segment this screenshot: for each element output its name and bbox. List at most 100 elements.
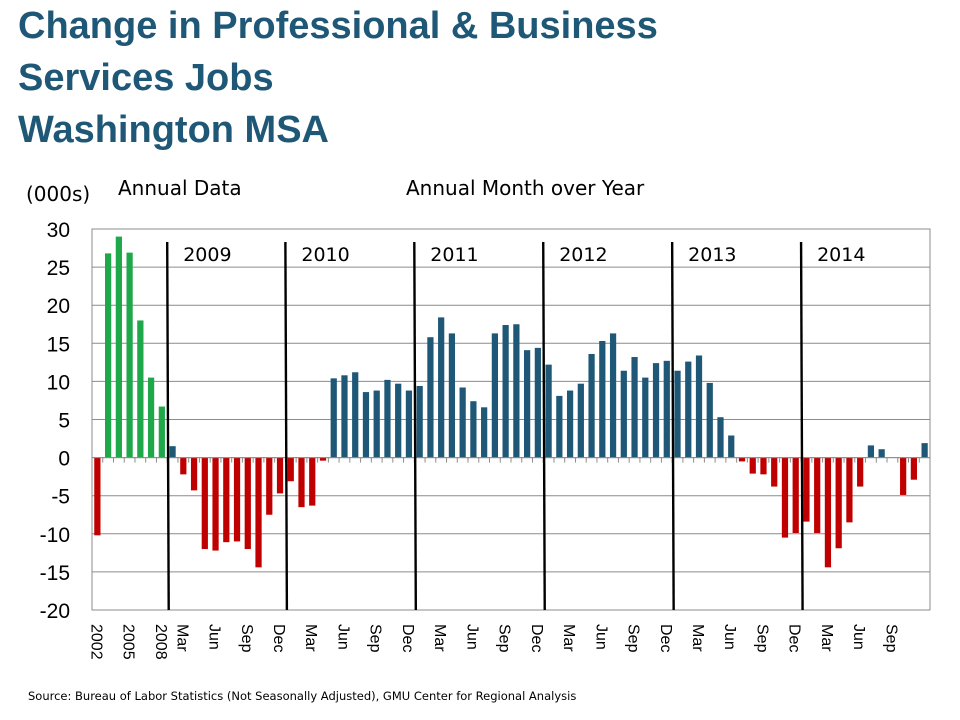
bar <box>814 457 821 534</box>
bar <box>201 457 208 550</box>
bar <box>352 372 359 458</box>
bar <box>180 457 187 475</box>
bar <box>438 317 445 458</box>
x-tick-label: Mar <box>818 624 835 652</box>
source-note: Source: Bureau of Labor Statistics (Not … <box>28 689 577 703</box>
bar <box>717 417 724 458</box>
x-tick-label: Jun <box>721 624 738 650</box>
chart-title-line-1: Change in Professional & Business <box>18 5 658 47</box>
bar <box>513 324 520 458</box>
bar <box>190 457 198 491</box>
bar <box>674 370 681 458</box>
x-tick-label: Dec <box>399 624 416 652</box>
bar <box>362 392 370 458</box>
bar <box>738 457 746 462</box>
y-tick-label: 30 <box>47 219 70 242</box>
bar <box>309 457 316 506</box>
x-tick-label: Jun <box>850 624 867 650</box>
x-tick-label: Sep <box>625 624 642 653</box>
plot-frame <box>91 228 931 611</box>
x-tick-label: Jun <box>463 624 480 650</box>
bar <box>298 457 305 508</box>
bar <box>792 457 799 534</box>
bar <box>319 457 327 461</box>
x-tick-label: Sep <box>238 624 255 653</box>
x-tick-label: Jun <box>592 624 609 650</box>
period-year-label: 2009 <box>183 244 231 266</box>
bar <box>416 385 423 458</box>
bar <box>631 357 638 458</box>
bar <box>835 457 842 549</box>
x-tick-label: 2008 <box>152 624 169 660</box>
bar <box>663 360 670 458</box>
x-tick-label: Dec <box>786 624 803 652</box>
period-divider-line <box>542 241 546 611</box>
y-axis-unit-label: (000s) <box>26 182 91 206</box>
bar <box>276 457 284 494</box>
bar <box>502 325 509 458</box>
bar <box>867 445 875 458</box>
period-divider-line <box>413 241 418 611</box>
bar <box>620 370 627 458</box>
bar <box>126 252 133 458</box>
bar <box>233 457 241 542</box>
period-divider-line <box>284 241 289 611</box>
bar <box>341 375 348 458</box>
period-divider-line <box>166 241 170 611</box>
x-tick-label: Mar <box>173 624 190 652</box>
bar <box>158 406 165 458</box>
bar <box>728 435 735 458</box>
bar <box>566 390 574 458</box>
period-divider-line <box>799 241 804 611</box>
x-tick-label: Sep <box>367 624 384 653</box>
x-tick-label: Mar <box>560 624 577 652</box>
x-tick-label: Sep <box>496 624 513 653</box>
x-tick-label: Dec <box>270 624 287 652</box>
bar <box>491 333 498 458</box>
y-tick-label: -10 <box>40 524 70 547</box>
bar <box>169 446 176 458</box>
x-tick-label: Mar <box>689 624 706 652</box>
bar <box>760 457 767 475</box>
bar <box>609 333 617 458</box>
bar <box>459 387 466 458</box>
x-tick-label: Jun <box>335 624 352 650</box>
period-divider-line <box>670 241 675 611</box>
period-year-label: 2010 <box>301 244 349 266</box>
period-year-label: 2014 <box>817 244 865 266</box>
y-tick-label: 20 <box>47 295 70 318</box>
bar <box>373 390 380 458</box>
bar <box>642 377 649 458</box>
bar <box>481 407 488 458</box>
bar <box>588 353 595 458</box>
bar <box>244 457 251 550</box>
bar <box>781 457 789 538</box>
bar <box>384 379 391 458</box>
bar <box>427 337 434 458</box>
x-tick-label: 2002 <box>87 624 104 660</box>
bar <box>534 347 541 458</box>
y-tick-label: 15 <box>47 333 70 356</box>
bar <box>405 390 413 458</box>
x-tick-label: Dec <box>528 624 545 652</box>
y-tick-label: -5 <box>51 486 70 509</box>
bar <box>900 457 907 495</box>
bar <box>115 236 122 458</box>
bar <box>147 377 155 458</box>
bar <box>824 457 832 568</box>
bar <box>470 401 477 458</box>
chart-title-line-2: Services Jobs <box>18 57 274 99</box>
bar <box>599 341 606 458</box>
y-tick-label: 0 <box>58 448 70 471</box>
bar <box>706 382 713 458</box>
x-tick-label: Sep <box>882 624 899 653</box>
period-year-label: 2013 <box>688 244 736 266</box>
bar <box>105 253 112 458</box>
bar <box>577 383 584 458</box>
x-tick-label: Dec <box>657 624 674 652</box>
bar <box>137 320 144 458</box>
bar <box>266 457 273 515</box>
y-tick-label: 5 <box>58 410 70 433</box>
x-tick-label: Sep <box>754 624 771 653</box>
